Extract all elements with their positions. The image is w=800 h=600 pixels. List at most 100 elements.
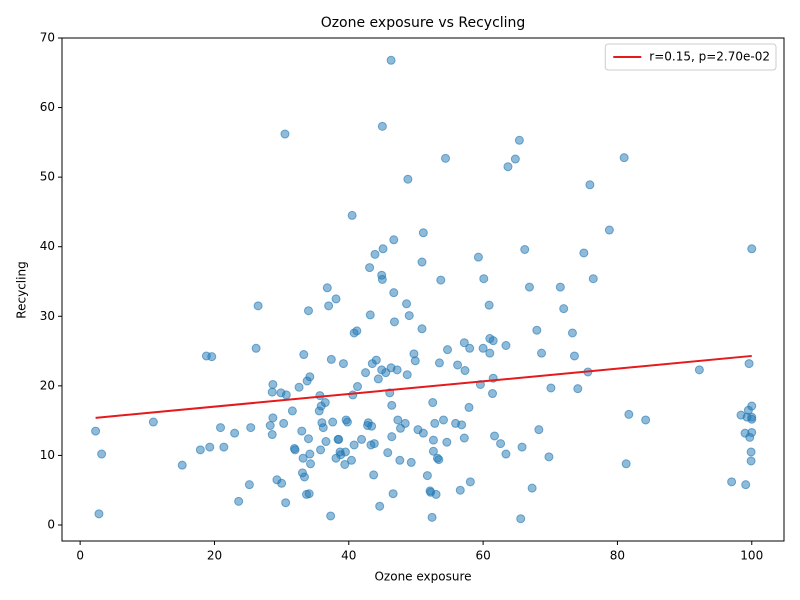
scatter-point — [694, 365, 704, 375]
scatter-point — [434, 358, 444, 368]
scatter-point — [436, 275, 446, 285]
scatter-point — [520, 244, 530, 254]
scatter-point — [588, 274, 598, 284]
scatter-point — [371, 355, 381, 365]
scatter-point — [303, 434, 313, 444]
scatter-point — [91, 426, 101, 436]
scatter-point — [459, 433, 469, 443]
scatter-point — [369, 470, 379, 480]
scatter-point — [524, 282, 534, 292]
x-tick-label: 100 — [740, 549, 763, 563]
legend: r=0.15, p=2.70e-02 — [604, 43, 777, 71]
scatter-point — [747, 412, 757, 422]
scatter-point — [457, 420, 467, 430]
scatter-point — [490, 431, 500, 441]
y-tick-label: 20 — [40, 378, 55, 392]
x-tick-label: 0 — [76, 549, 84, 563]
scatter-point — [516, 514, 526, 524]
scatter-point — [438, 415, 448, 425]
scatter-point — [305, 449, 315, 459]
y-tick-label: 40 — [40, 239, 55, 253]
scatter-point — [624, 409, 634, 419]
scatter-point — [326, 354, 336, 364]
scatter-point — [294, 382, 304, 392]
scatter-point — [459, 338, 469, 348]
scatter-point — [268, 413, 278, 423]
scatter-point — [641, 415, 651, 425]
scatter-point — [195, 445, 205, 455]
scatter-point — [338, 359, 348, 369]
scatter-point — [402, 299, 412, 309]
scatter-point — [442, 437, 452, 447]
scatter-point — [744, 359, 754, 369]
y-tick-label: 0 — [47, 517, 55, 531]
scatter-point — [234, 496, 244, 506]
scatter-point — [741, 480, 751, 490]
scatter-point — [501, 449, 511, 459]
scatter-point — [253, 301, 263, 311]
scatter-point — [277, 478, 287, 488]
scatter-point — [304, 489, 314, 499]
scatter-point — [373, 374, 383, 384]
scatter-point — [434, 455, 444, 465]
scatter-point — [299, 472, 309, 482]
scatter-point — [464, 402, 474, 412]
scatter-point — [348, 390, 358, 400]
scatter-point — [342, 417, 352, 427]
scatter-point — [488, 336, 498, 346]
y-tick-label: 30 — [40, 309, 55, 323]
scatter-point — [473, 252, 483, 262]
scatter-point — [428, 398, 438, 408]
scatter-point — [453, 360, 463, 370]
scatter-point — [514, 135, 524, 145]
scatter-point — [383, 448, 393, 458]
scatter-point — [326, 511, 336, 521]
scatter-point — [290, 445, 300, 455]
scatter-point — [346, 455, 356, 465]
scatter-point — [281, 390, 291, 400]
scatter-point — [485, 348, 495, 358]
scatter-point — [501, 341, 511, 351]
scatter-point — [478, 343, 488, 353]
scatter-point — [389, 235, 399, 245]
scatter-point — [365, 263, 375, 273]
scatter-point — [503, 162, 513, 172]
scatter-point — [353, 382, 363, 392]
scatter-point — [377, 274, 387, 284]
scatter-point — [431, 489, 441, 499]
scatter-point — [559, 304, 569, 314]
x-axis-label: Ozone exposure — [374, 570, 471, 584]
scatter-point — [534, 425, 544, 435]
scatter-point — [393, 415, 403, 425]
scatter-point — [496, 439, 506, 449]
scatter-point — [306, 459, 316, 469]
scatter-point — [352, 326, 362, 336]
y-tick-label: 10 — [40, 448, 55, 462]
scatter-point — [94, 509, 104, 519]
scatter-point — [465, 477, 475, 487]
scatter-point — [281, 498, 291, 508]
scatter-point — [418, 228, 428, 238]
scatter-point — [417, 324, 427, 334]
scatter-point — [567, 328, 577, 338]
scatter-point — [428, 435, 438, 445]
scatter-point — [340, 459, 350, 469]
scatter-point — [328, 417, 338, 427]
scatter-point — [389, 288, 399, 298]
scatter-point — [305, 372, 315, 382]
scatter-point — [517, 442, 527, 452]
scatter-point — [418, 428, 428, 438]
scatter-point — [251, 343, 261, 353]
scatter-point — [324, 301, 334, 311]
scatter-point — [267, 430, 277, 440]
scatter-point — [727, 477, 737, 487]
scatter-point — [303, 306, 313, 316]
scatter-point — [287, 406, 297, 416]
fit-line — [95, 354, 752, 419]
scatter-point — [395, 455, 405, 465]
scatter-point — [746, 456, 756, 466]
scatter-point — [268, 379, 278, 389]
scatter-point — [573, 384, 583, 394]
chart-title: Ozone exposure vs Recycling — [321, 15, 526, 31]
